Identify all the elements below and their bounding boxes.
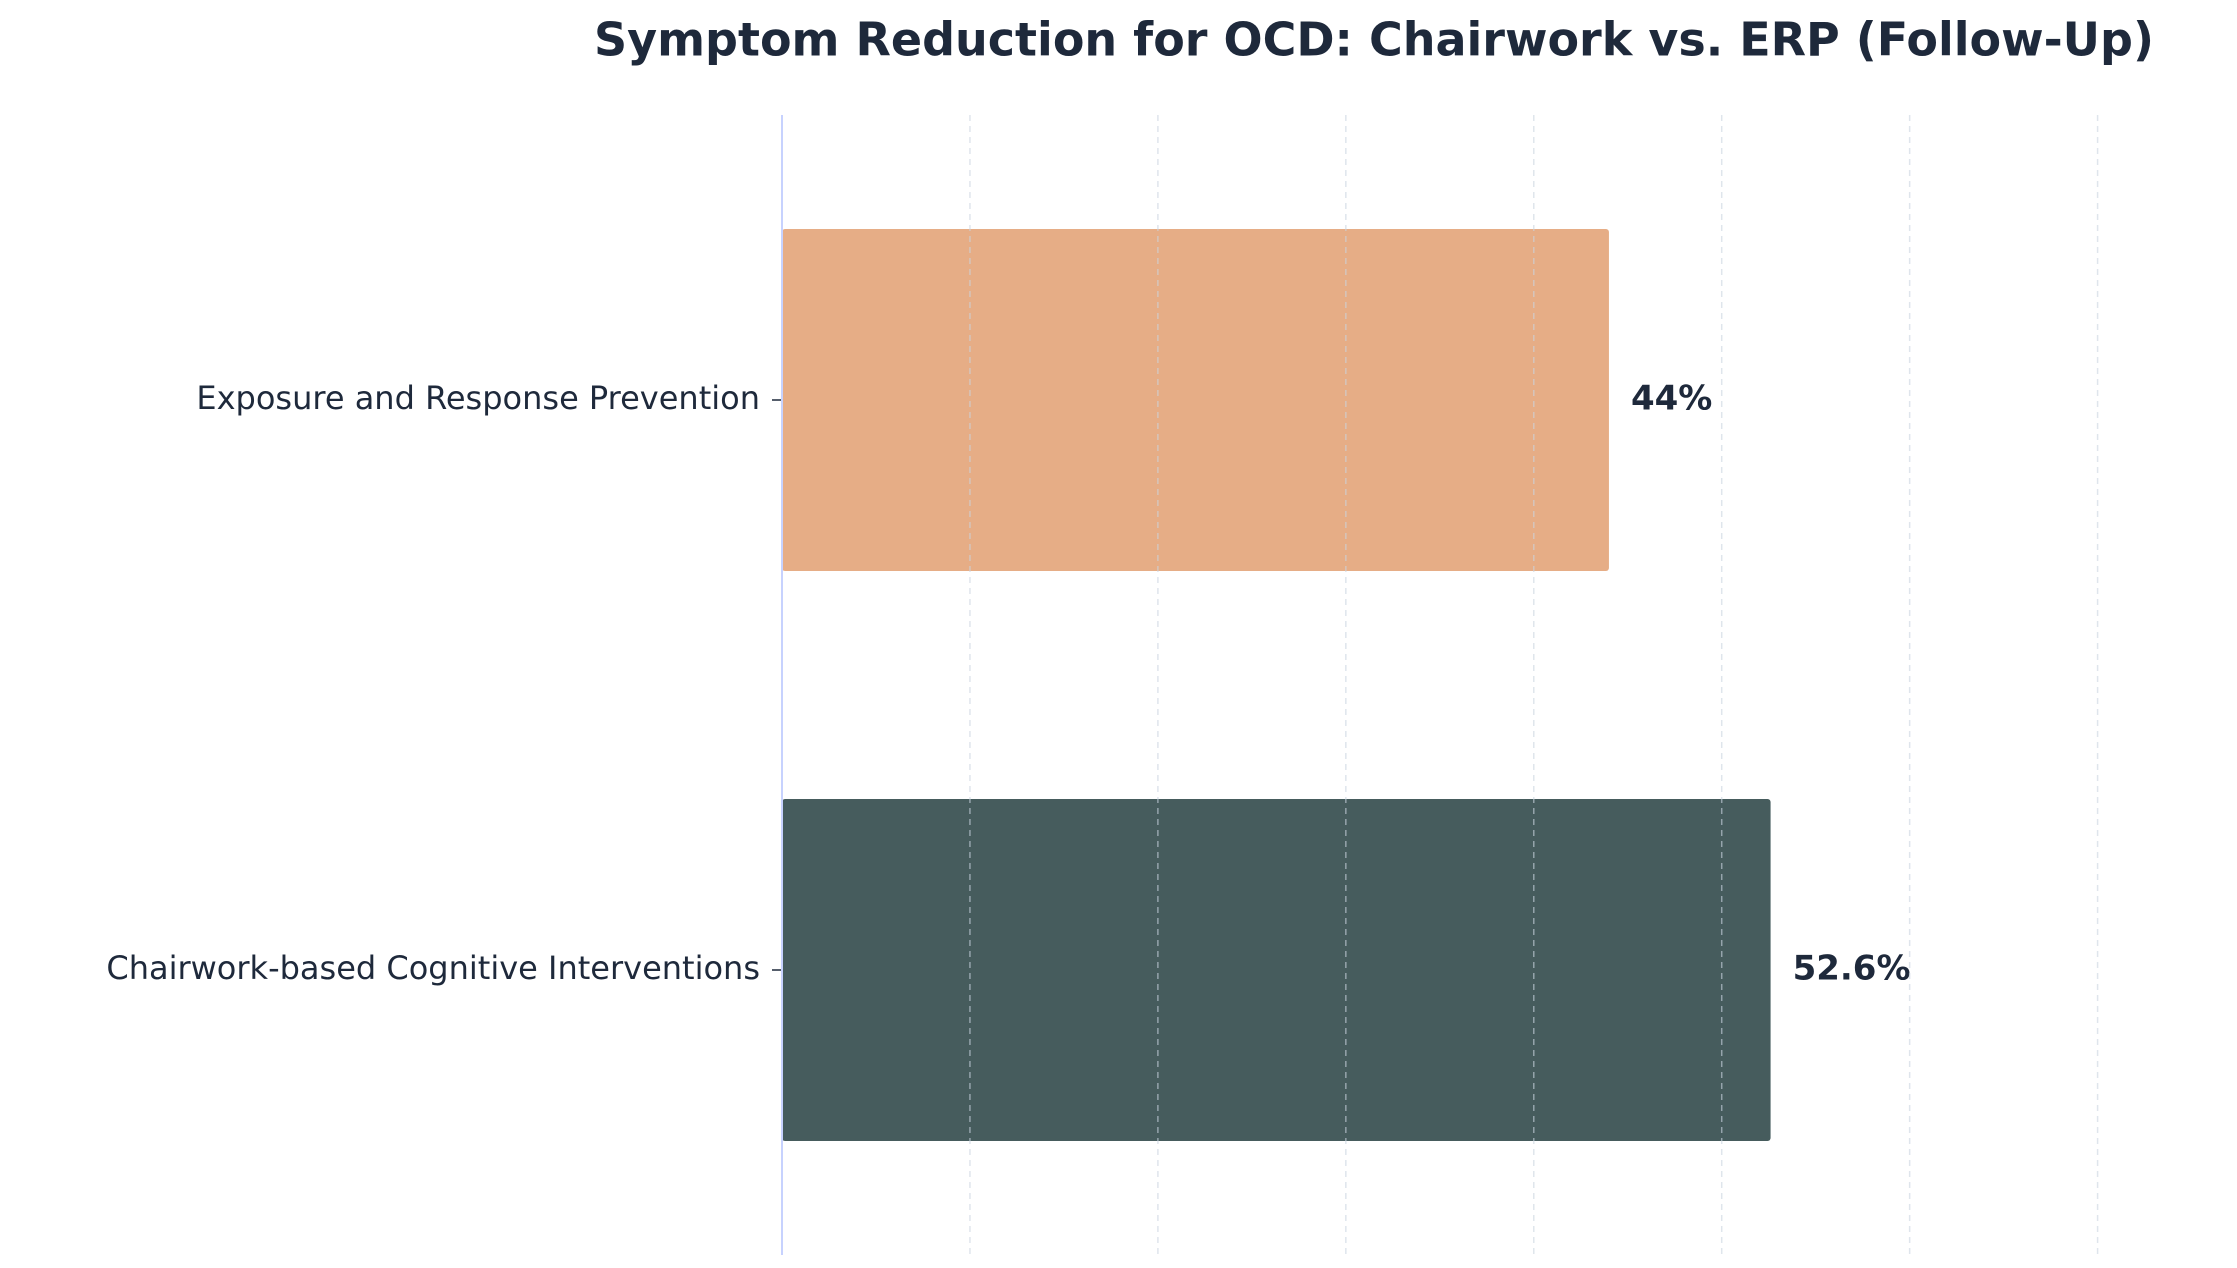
y-tick-label: Chairwork-based Cognitive Interventions <box>106 949 760 987</box>
y-tick-label: Exposure and Response Prevention <box>196 379 760 417</box>
chart-title: Symptom Reduction for OCD: Chairwork vs.… <box>594 13 2154 67</box>
value-label: 52.6% <box>1793 949 1911 989</box>
value-label: 44% <box>1631 379 1712 419</box>
bar <box>782 799 1771 1141</box>
bar <box>782 229 1609 571</box>
